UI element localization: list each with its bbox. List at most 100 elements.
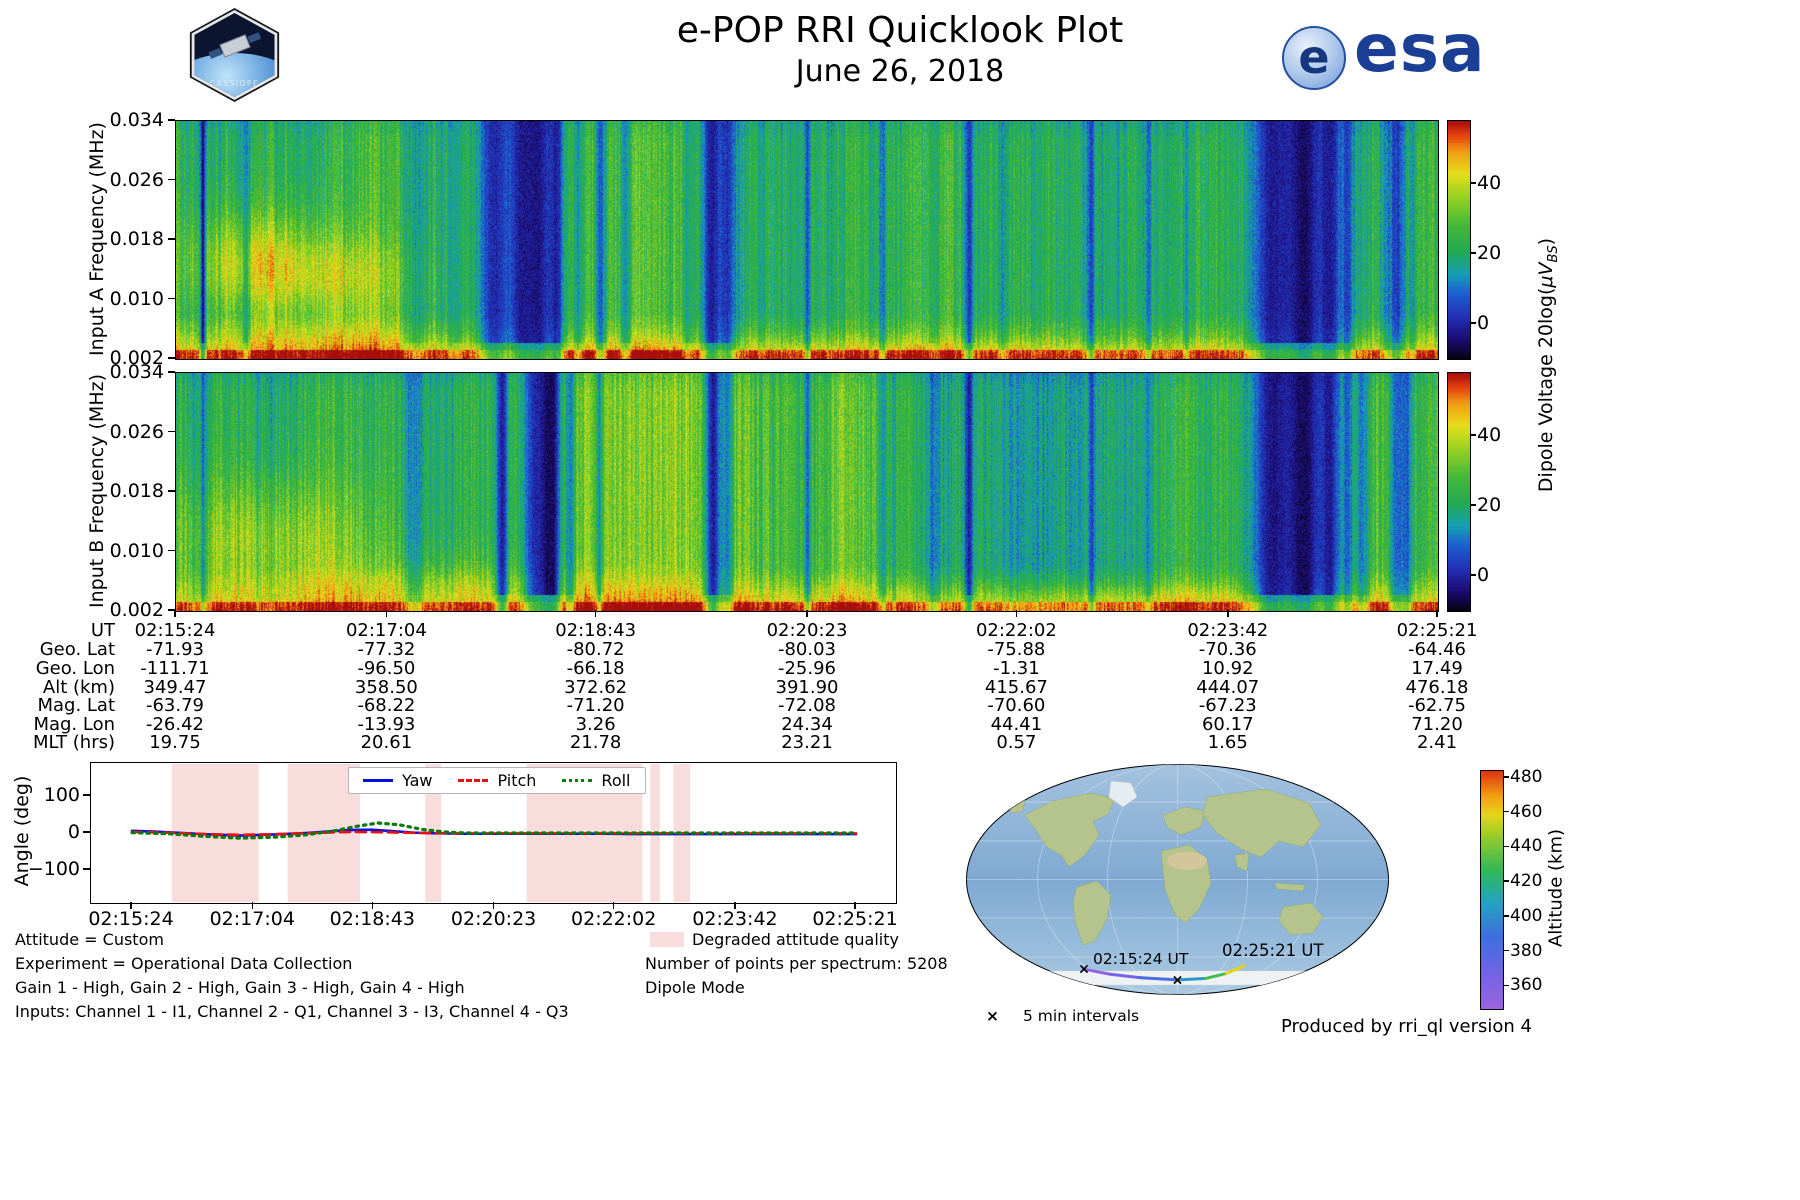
track-segment (1137, 976, 1179, 982)
tick-mark (734, 902, 736, 909)
ephemeris-value: 02:20:23 (766, 620, 848, 641)
altitude-tick: 460 (1510, 801, 1543, 822)
tick-mark (83, 794, 90, 796)
spectrogram-a-ytick: 0.010 (109, 287, 164, 310)
continent-north-america (1024, 792, 1116, 868)
esa-wordmark: esa (1354, 10, 1486, 87)
ephemeris-value: 44.41 (990, 713, 1043, 735)
ephemeris-value: 21.78 (569, 732, 622, 753)
track-segment (1224, 964, 1246, 975)
altitude-tick: 360 (1510, 975, 1543, 996)
ephemeris-value: 02:23:42 (1187, 620, 1269, 641)
spectrogram-b (175, 372, 1439, 612)
attitude-xtick: 02:18:43 (329, 908, 415, 930)
ephemeris-value: 20.61 (360, 732, 413, 753)
note-gains: Gain 1 - High, Gain 2 - High, Gain 3 - H… (15, 978, 465, 997)
tick-mark (806, 610, 808, 617)
ephemeris-value: -70.36 (1198, 639, 1257, 660)
attitude-ytick: 0 (67, 821, 80, 843)
colorbar-a (1447, 120, 1471, 360)
legend-label-yaw: Yaw (402, 771, 433, 790)
ephemeris-value: 02:15:24 (134, 620, 216, 641)
spectrogram-b-ytick: 0.010 (109, 539, 164, 562)
tick-mark (1470, 322, 1476, 324)
ephemeris-value: -77.32 (357, 639, 416, 660)
colorbar-b-tick: 0 (1477, 564, 1490, 586)
note-experiment: Experiment = Operational Data Collection (15, 954, 353, 973)
spectrogram-a (175, 120, 1439, 360)
continent-greenland (1108, 780, 1138, 808)
ephemeris-value: 415.67 (984, 676, 1048, 698)
ephemeris-value: 391.90 (775, 676, 839, 698)
ephemeris-value: -80.72 (566, 639, 625, 660)
tick-mark (168, 430, 175, 433)
continent-indonesia (1274, 882, 1306, 892)
attitude-xtick: 02:15:24 (88, 908, 174, 930)
credit-line: Produced by rri_ql version 4 (1280, 1016, 1532, 1037)
ephemeris-value: -71.93 (145, 639, 205, 660)
tick-mark (1503, 880, 1509, 882)
altitude-colorbar (1480, 770, 1504, 1010)
ephemeris-value: -70.60 (987, 695, 1046, 716)
interval-marker-icon: × (1078, 962, 1090, 978)
attitude-xtick: 02:25:21 (812, 908, 898, 930)
spectrogram-a-ytick: 0.034 (109, 109, 164, 131)
attitude-ytick: −100 (27, 858, 80, 880)
ground-track-map: × × (965, 763, 1390, 996)
ephemeris-value: 17.49 (1411, 658, 1463, 679)
track-segment (1203, 971, 1228, 981)
continent-asia (1202, 788, 1322, 858)
world-map-svg: ×× (966, 764, 1389, 995)
note-attitude: Attitude = Custom (15, 930, 164, 949)
spectrogram-a-canvas (176, 121, 1438, 359)
ephemeris-row-label: Geo. Lat (39, 639, 115, 660)
tick-mark (1503, 845, 1509, 848)
ephemeris-value: 2.41 (1416, 732, 1458, 753)
tick-mark (594, 610, 597, 617)
track-segment (1176, 977, 1207, 982)
tick-mark (174, 610, 176, 617)
tick-mark (168, 178, 175, 181)
tick-mark (168, 609, 175, 611)
degraded-quality-swatch (650, 932, 684, 947)
tick-mark (168, 371, 175, 373)
ephemeris-row-label: Alt (km) (42, 676, 115, 698)
tick-mark (168, 119, 175, 121)
altitude-colorbar-canvas (1481, 771, 1503, 1009)
spectrogram-b-ytick: 0.026 (109, 420, 164, 443)
cassiope-mission-patch: CASSIOPE (186, 8, 283, 102)
x-marker-icon: × (986, 1007, 999, 1025)
pitch-line-sample (458, 779, 489, 782)
ephemeris-value: 372.62 (564, 676, 628, 698)
tick-mark (168, 490, 175, 492)
ephemeris-value: -111.71 (140, 658, 210, 679)
spectrogram-b-ytick: 0.034 (109, 361, 164, 383)
ephemeris-value: -67.23 (1198, 695, 1257, 716)
ephemeris-value: 23.21 (781, 732, 833, 753)
attitude-xtick: 02:22:02 (571, 908, 657, 930)
roll-line-sample (562, 779, 593, 782)
colorbar-b-tick: 20 (1477, 494, 1502, 516)
ephemeris-value: -72.08 (777, 695, 837, 716)
tick-mark (1227, 610, 1229, 617)
legend-label-pitch: Pitch (497, 771, 537, 790)
legend-label-roll: Roll (601, 771, 631, 790)
tick-mark (1503, 810, 1509, 813)
tick-mark (168, 297, 175, 300)
track-segment (1108, 972, 1141, 980)
page-date: June 26, 2018 (795, 54, 1005, 89)
colorbar-a-tick: 40 (1477, 172, 1502, 194)
tick-mark (492, 902, 495, 909)
altitude-tick: 380 (1510, 940, 1543, 961)
spectrogram-b-canvas (176, 373, 1438, 611)
continent-australia (1278, 902, 1324, 936)
ephemeris-value: 476.18 (1405, 676, 1469, 698)
tick-mark (1503, 776, 1509, 778)
tick-mark (854, 902, 856, 909)
ephemeris-value: 24.34 (781, 713, 833, 735)
tick-mark (1470, 574, 1476, 576)
ephemeris-row-label: Mag. Lat (37, 695, 115, 716)
points-per-spectrum: Number of points per spectrum: 5208 (645, 954, 948, 973)
ephemeris-value: 349.47 (143, 676, 207, 698)
tick-mark (130, 902, 132, 909)
